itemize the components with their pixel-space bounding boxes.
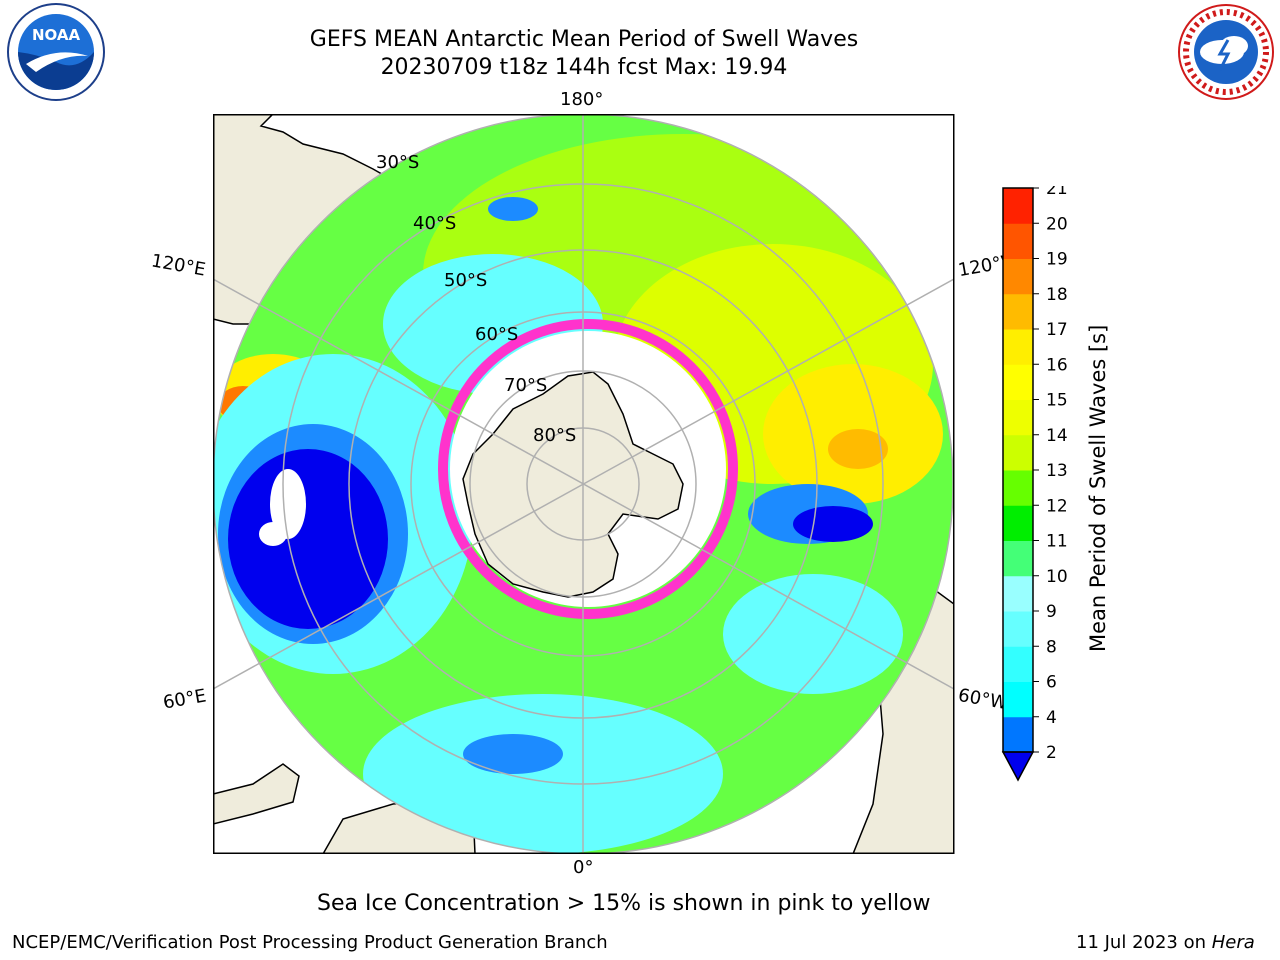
lat-label-80s: 80°S [533, 425, 577, 446]
colorbar-tick-label: 19 [1046, 250, 1068, 270]
colorbar-segment [1003, 258, 1033, 295]
colorbar-tick-label: 14 [1046, 426, 1068, 446]
lon-label-120e: 120°E [149, 250, 208, 281]
lon-label-180: 180° [560, 89, 604, 110]
footer-machine: Hera [1211, 932, 1255, 953]
colorbar-tick-label: 17 [1046, 320, 1068, 340]
colorbar-tick-label: 15 [1046, 391, 1068, 411]
colorbar-segment [1003, 646, 1033, 682]
colorbar-tick-label: 20 [1046, 214, 1068, 234]
colorbar-segment [1003, 329, 1033, 365]
colorbar-tick-label: 18 [1046, 285, 1068, 305]
nws-logo [1178, 4, 1274, 100]
colorbar-tick-label: 10 [1046, 567, 1068, 587]
lat-label-30s: 30°S [376, 152, 420, 173]
noaa-logo-text: NOAA [32, 26, 81, 44]
colorbar-tick-label: 9 [1046, 602, 1057, 622]
colorbar-tick-label: 6 [1046, 673, 1057, 693]
map-frame [213, 114, 955, 854]
chart-subtitle: 20230709 t18z 144h fcst Max: 19.94 [380, 55, 788, 80]
lat-label-70s: 70°S [504, 375, 548, 396]
colorbar-segment [1003, 434, 1033, 471]
lat-label-60s: 60°S [475, 324, 519, 345]
antarctica [462, 371, 684, 598]
colorbar-segment [1003, 505, 1033, 541]
colorbar: 2 4 6 8 9 10 11 12 13 14 15 16 17 18 19 20 21 [1001, 186, 1068, 782]
colorbar-under-arrow [1001, 751, 1035, 782]
chart-title: GEFS MEAN Antarctic Mean Period of Swell… [309, 27, 859, 52]
lat-label-40s: 40°S [413, 213, 457, 234]
lat-label-50s: 50°S [444, 270, 488, 291]
lon-label-60e: 60°E [161, 685, 208, 714]
lon-label-0: 0° [573, 857, 594, 878]
colorbar-segment [1003, 364, 1033, 400]
colorbar-segment [1003, 716, 1033, 753]
polar-map [213, 114, 955, 854]
colorbar-segment [1003, 540, 1033, 577]
colorbar-tick-label: 16 [1046, 355, 1068, 375]
colorbar-tick-label: 8 [1046, 637, 1057, 657]
noaa-logo: NOAA [7, 3, 105, 101]
colorbar-tick-label: 21 [1046, 186, 1068, 199]
colorbar-segment [1003, 293, 1033, 330]
footer-credit: NCEP/EMC/Verification Post Processing Pr… [12, 932, 608, 953]
colorbar-segment [1003, 681, 1033, 718]
colorbar-tick-label: 11 [1046, 532, 1068, 552]
sea-ice-caption: Sea Ice Concentration > 15% is shown in … [317, 891, 931, 916]
colorbar-segment [1003, 223, 1033, 259]
colorbar-tick-label: 2 [1046, 743, 1057, 763]
colorbar-tick-label: 13 [1046, 461, 1068, 481]
colorbar-segment [1003, 470, 1033, 506]
footer-date: 11 Jul 2023 on Hera [1076, 932, 1255, 953]
colorbar-segment [1003, 611, 1033, 647]
colorbar-segment [1003, 575, 1033, 612]
colorbar-segment [1003, 188, 1033, 224]
colorbar-segment [1003, 399, 1033, 436]
swell-field [213, 114, 953, 854]
colorbar-tick-label: 4 [1046, 708, 1057, 728]
colorbar-tick-label: 12 [1046, 496, 1068, 516]
footer-date-text: 11 Jul 2023 on [1076, 932, 1212, 953]
colorbar-label: Mean Period of Swell Waves [s] [1086, 324, 1110, 652]
